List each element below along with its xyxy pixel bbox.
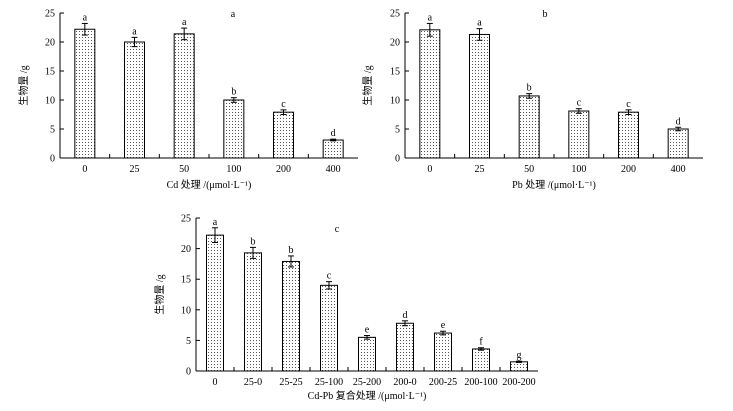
x-tick-label: 200	[621, 164, 636, 175]
bar	[358, 336, 376, 372]
significance-letter: a	[182, 17, 187, 28]
x-tick-label: 200-25	[429, 377, 457, 388]
bar	[223, 99, 245, 159]
y-tick-label: 20	[390, 38, 400, 49]
x-tick-label: 200-100	[464, 377, 497, 388]
panel-label: a	[231, 9, 236, 20]
y-tick-label: 5	[50, 125, 55, 136]
bar	[206, 234, 224, 372]
bar	[282, 260, 300, 372]
chart-panel-a: 0 5 10 15 20 25 a 0 a 25 a 50 b 100 c 200 d 400 a Cd 处理 /(μ…	[17, 9, 358, 191]
bar	[74, 28, 96, 159]
x-tick-label: 0	[82, 164, 87, 175]
bar	[320, 284, 338, 372]
x-axis-title: Pb 处理 /(μmol·L⁻¹)	[512, 179, 596, 191]
y-axis-title: 生物量 /g	[17, 65, 30, 105]
y-tick-label: 25	[45, 9, 55, 20]
bar	[322, 139, 344, 159]
x-tick-label: 100	[571, 164, 586, 175]
bar	[518, 95, 540, 159]
y-tick-label: 20	[45, 38, 55, 49]
y-tick-label: 5	[395, 125, 400, 136]
significance-letter: a	[477, 18, 482, 29]
y-tick-label: 15	[390, 67, 400, 78]
y-tick-label: 0	[50, 154, 55, 165]
x-tick-label: 25-25	[279, 377, 302, 388]
chart-panel-b: 0 5 10 15 20 25 a 0 a 25 b 50 c 100 c 200 d 400 b Pb 处理 /(μ…	[361, 9, 703, 191]
bar	[273, 111, 294, 159]
x-tick-label: 0	[213, 377, 218, 388]
y-tick-label: 15	[181, 275, 191, 286]
x-tick-label: 100	[226, 164, 241, 175]
significance-letter: e	[365, 325, 370, 336]
bar	[396, 322, 414, 372]
significance-letter: a	[83, 12, 88, 23]
x-tick-label: 200-0	[393, 377, 416, 388]
x-axis-title: Cd-Pb 复合处理 /(μmol·L⁻¹)	[308, 389, 427, 402]
significance-letter: a	[132, 26, 137, 37]
x-tick-label: 25-200	[353, 377, 381, 388]
x-tick-label: 200-200	[502, 377, 535, 388]
panel-label: b	[543, 9, 548, 20]
bar	[419, 29, 441, 159]
significance-letter: c	[577, 98, 582, 109]
significance-letter: e	[441, 320, 446, 331]
x-tick-label: 50	[524, 164, 534, 175]
significance-letter: c	[281, 99, 286, 110]
significance-letter: b	[527, 83, 532, 94]
x-tick-label: 0	[427, 164, 432, 175]
x-tick-label: 25-0	[244, 377, 262, 388]
significance-letter: b	[289, 245, 294, 256]
significance-letter: c	[327, 271, 332, 282]
x-tick-label: 400	[671, 164, 686, 175]
x-tick-label: 400	[326, 164, 341, 175]
bar	[434, 332, 452, 372]
x-tick-label: 50	[179, 164, 189, 175]
y-tick-label: 0	[395, 154, 400, 165]
bar	[618, 111, 639, 159]
bar	[568, 110, 590, 159]
significance-letter: c	[626, 99, 631, 110]
bar	[244, 252, 262, 372]
significance-letter: a	[428, 12, 433, 23]
significance-letter: d	[331, 128, 336, 139]
chart-panel-c: 0 5 10 15 20 25 a 0 b 25-0 b 25-25 c 25-100 e 25-200 d 20…	[153, 214, 538, 402]
significance-letter: b	[231, 87, 236, 98]
y-tick-label: 10	[390, 96, 400, 107]
y-tick-label: 25	[181, 214, 191, 225]
bar	[173, 33, 195, 159]
y-tick-label: 5	[186, 336, 191, 347]
significance-letter: b	[251, 236, 256, 247]
bar	[469, 33, 490, 159]
y-axis-title: 生物量 /g	[361, 65, 374, 105]
x-tick-label: 25-100	[315, 377, 343, 388]
y-tick-label: 20	[181, 244, 191, 255]
y-tick-label: 15	[45, 67, 55, 78]
y-tick-label: 10	[181, 305, 191, 316]
panel-label: c	[335, 224, 340, 235]
y-axis-title: 生物量 /g	[153, 274, 166, 314]
y-tick-label: 25	[390, 9, 400, 20]
bar	[124, 41, 145, 159]
y-tick-label: 0	[186, 367, 191, 378]
x-tick-label: 200	[276, 164, 291, 175]
significance-letter: g	[517, 350, 522, 361]
x-tick-label: 25	[475, 164, 485, 175]
x-axis-title: Cd 处理 /(μmol·L⁻¹)	[167, 179, 252, 191]
x-tick-label: 25	[130, 164, 140, 175]
significance-letter: a	[213, 217, 218, 228]
bar	[472, 348, 490, 372]
bar	[667, 128, 689, 159]
y-tick-label: 10	[45, 96, 55, 107]
significance-letter: f	[479, 337, 483, 348]
bar	[510, 361, 528, 372]
significance-letter: d	[403, 310, 408, 321]
significance-letter: d	[676, 116, 681, 127]
